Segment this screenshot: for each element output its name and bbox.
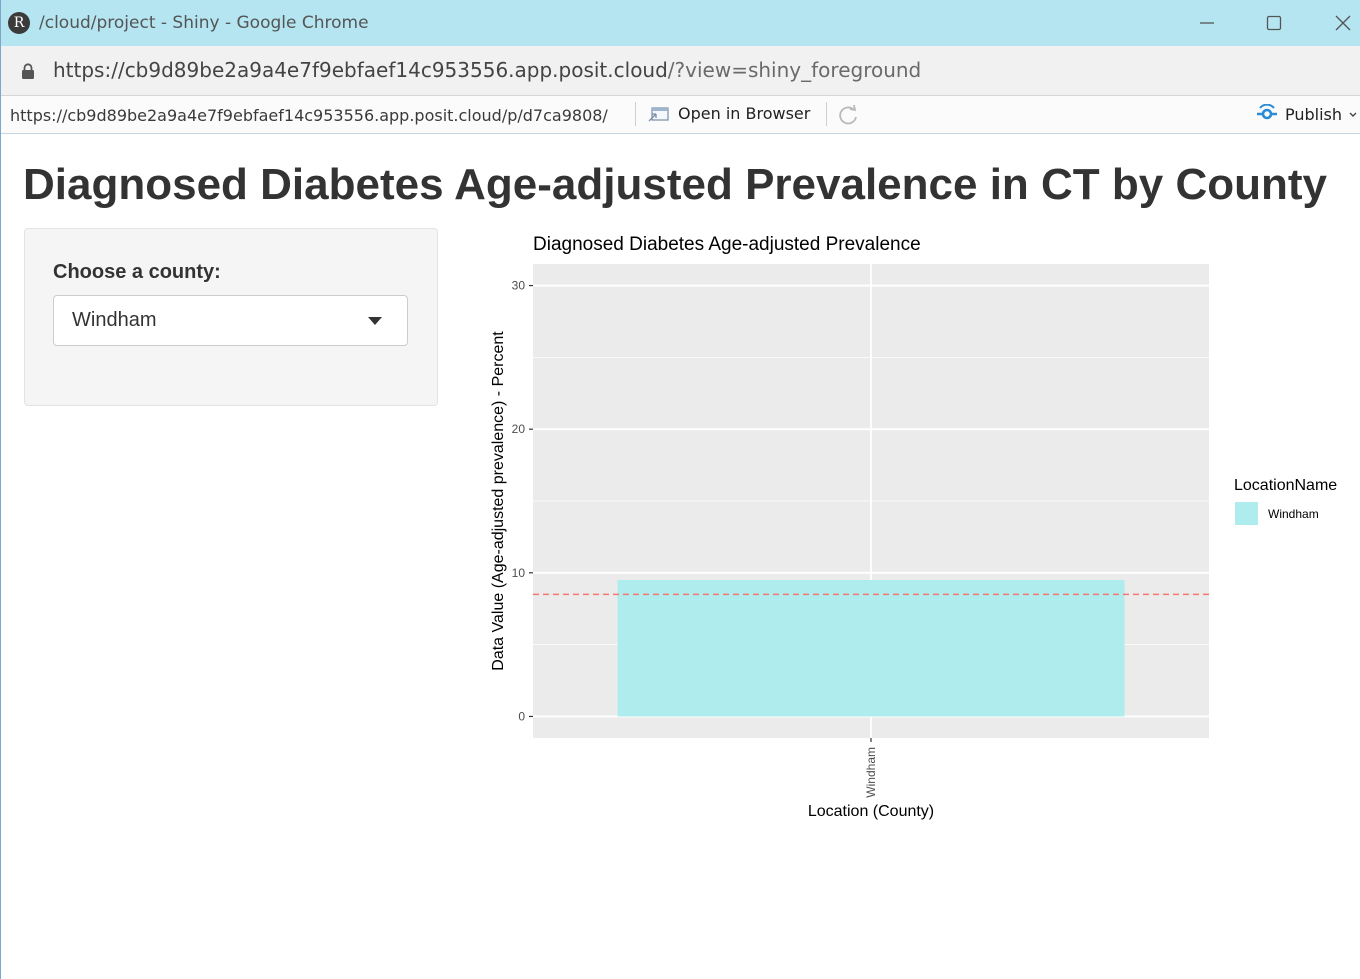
x-axis-label: Location (County) [808,803,934,820]
sidebar-panel: Choose a county: Windham [24,228,438,406]
minimize-icon [1200,22,1214,24]
bar-chart: 0 10 20 30 Windham Diagnosed Diabetes Age-adj… [490,234,1337,820]
chevron-down-icon [1349,112,1357,117]
county-select[interactable]: Windham [53,295,408,346]
publish-button[interactable]: Publish [1255,104,1358,124]
address-url[interactable]: https://cb9d89be2a9a4e7f9ebfaef14c953556… [53,58,921,82]
y-tick-label: 0 [518,709,525,723]
toolbar-divider [826,102,827,126]
maximize-icon [1266,15,1282,31]
legend-title: LocationName [1234,477,1337,494]
window-title: /cloud/project - Shiny - Google Chrome [39,13,369,33]
minimize-button[interactable] [1193,9,1221,37]
lock-icon [22,63,34,79]
prevalence-plot: 0 10 20 30 Windham Diagnosed Diabetes Age-adj… [471,226,1351,840]
url-path: /?view=shiny_foreground [667,58,922,82]
close-icon [1335,15,1351,31]
close-button[interactable] [1329,9,1357,37]
legend-label: Windham [1268,507,1319,521]
open-in-browser-icon [648,106,669,121]
page-title: Diagnosed Diabetes Age-adjusted Prevalen… [23,160,1327,209]
caret-down-icon [368,317,382,325]
legend-swatch [1235,502,1258,525]
open-in-browser-button[interactable]: Open in Browser [648,104,810,123]
open-in-browser-label: Open in Browser [678,104,811,123]
x-tick-label: Windham [864,747,878,798]
maximize-button[interactable] [1260,9,1288,37]
url-host: https://cb9d89be2a9a4e7f9ebfaef14c953556… [53,58,668,82]
bar [617,580,1125,717]
viewer-url[interactable]: https://cb9d89be2a9a4e7f9ebfaef14c953556… [10,106,608,125]
refresh-icon[interactable] [837,104,859,126]
county-select-value: Windham [72,309,157,331]
chart-title: Diagnosed Diabetes Age-adjusted Prevalen… [533,234,921,255]
y-tick-label: 30 [512,279,526,293]
publish-label: Publish [1285,104,1343,124]
y-tick-label: 20 [512,422,526,436]
title-bar: R /cloud/project - Shiny - Google Chrome [1,0,1360,46]
r-logo-icon: R [8,12,30,34]
viewer-toolbar: https://cb9d89be2a9a4e7f9ebfaef14c953556… [1,96,1360,134]
y-tick-label: 10 [512,566,526,580]
toolbar-divider [635,102,636,126]
address-bar[interactable]: https://cb9d89be2a9a4e7f9ebfaef14c953556… [1,46,1360,96]
y-axis-label: Data Value (Age-adjusted prevalence) - P… [490,331,507,671]
county-select-label: Choose a county: [53,261,221,283]
publish-icon [1257,104,1277,120]
